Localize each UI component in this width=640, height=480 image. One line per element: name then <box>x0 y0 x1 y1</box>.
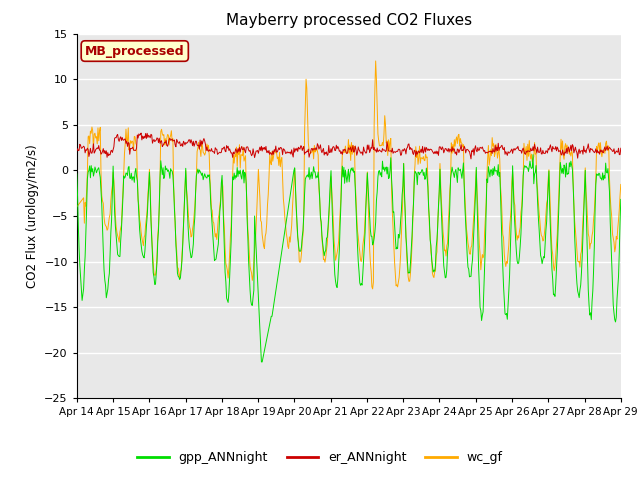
Legend: gpp_ANNnight, er_ANNnight, wc_gf: gpp_ANNnight, er_ANNnight, wc_gf <box>132 446 508 469</box>
Y-axis label: CO2 Flux (urology/m2/s): CO2 Flux (urology/m2/s) <box>26 144 38 288</box>
Title: Mayberry processed CO2 Fluxes: Mayberry processed CO2 Fluxes <box>226 13 472 28</box>
Text: MB_processed: MB_processed <box>85 45 184 58</box>
